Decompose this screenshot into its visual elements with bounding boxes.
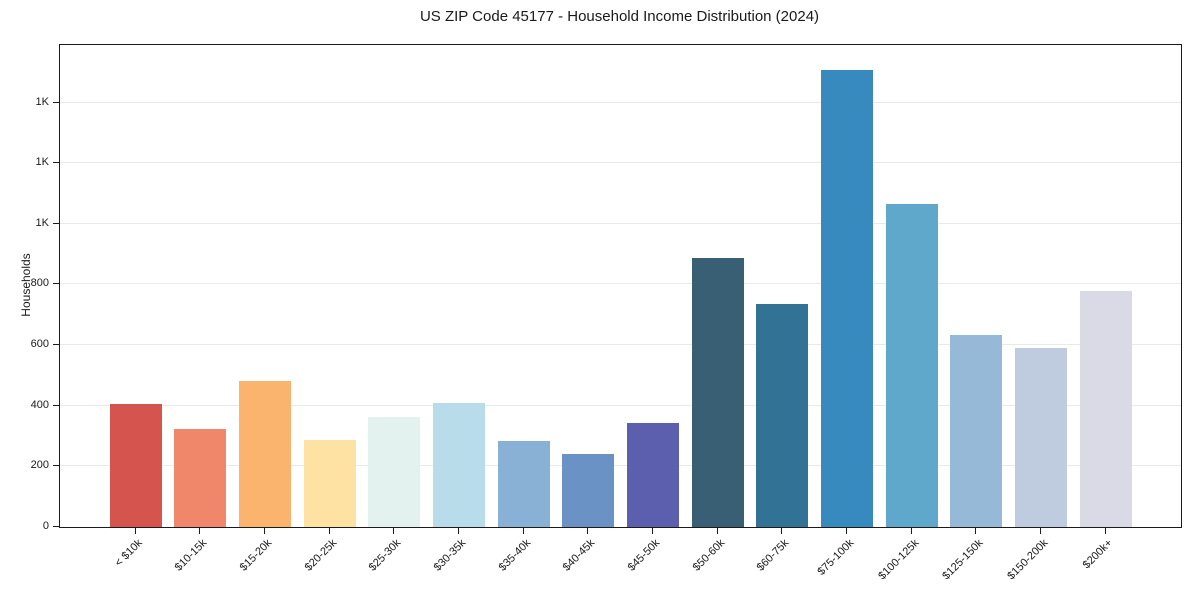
gridline xyxy=(60,162,1181,164)
y-tick-label: 1K xyxy=(35,216,49,229)
y-tick-mark xyxy=(53,465,59,467)
bar xyxy=(238,380,291,527)
gridline xyxy=(60,222,1181,224)
y-tick-mark xyxy=(53,344,59,346)
y-tick-label: 200 xyxy=(30,459,49,472)
bar xyxy=(820,69,873,527)
x-tick-mark xyxy=(1104,527,1106,534)
bar xyxy=(368,417,421,527)
x-tick-label: $75-100k xyxy=(815,537,857,578)
x-tick-mark xyxy=(587,527,589,534)
y-tick-label: 600 xyxy=(30,338,49,351)
gridline xyxy=(60,101,1181,103)
y-tick-mark xyxy=(53,101,59,103)
x-tick-label: $15-20k xyxy=(237,537,275,574)
x-tick-mark xyxy=(522,527,524,534)
x-tick-mark xyxy=(845,527,847,534)
y-tick-mark xyxy=(53,162,59,164)
x-tick-mark xyxy=(457,527,459,534)
x-tick-label: $150-200k xyxy=(1005,537,1051,583)
bar xyxy=(109,404,162,527)
bar xyxy=(432,403,485,527)
gridline xyxy=(60,465,1181,467)
bar xyxy=(1079,291,1132,527)
bar xyxy=(626,423,679,527)
x-tick-mark xyxy=(328,527,330,534)
x-tick-mark xyxy=(975,527,977,534)
gridline xyxy=(60,283,1181,285)
x-tick-label: $10-15k xyxy=(173,537,210,574)
bar xyxy=(303,440,356,527)
bar xyxy=(885,203,938,527)
gridline xyxy=(60,404,1181,406)
bar xyxy=(1014,347,1067,527)
bar xyxy=(497,440,550,527)
x-tick-label: $60-75k xyxy=(755,537,792,574)
x-tick-label: $50-60k xyxy=(690,537,727,574)
gridline xyxy=(60,344,1181,346)
bar xyxy=(562,454,615,527)
y-tick-mark xyxy=(53,404,59,406)
y-tick-label: 0 xyxy=(42,520,49,532)
x-tick-label: $20-25k xyxy=(302,537,339,574)
x-tick-mark xyxy=(134,527,136,534)
y-tick-label: 800 xyxy=(30,277,49,290)
bar xyxy=(756,304,809,527)
bar xyxy=(174,429,227,527)
x-tick-mark xyxy=(910,527,912,534)
x-tick-mark xyxy=(393,527,395,534)
x-tick-label: $25-30k xyxy=(367,537,404,574)
x-tick-label: $35-40k xyxy=(496,537,533,574)
y-tick-label: 1K xyxy=(35,156,49,169)
x-tick-label: $200k+ xyxy=(1080,537,1115,572)
x-tick-label: $45-50k xyxy=(625,537,663,574)
bar xyxy=(691,257,744,527)
bar xyxy=(950,335,1003,527)
y-tick-mark xyxy=(53,222,59,224)
x-tick-mark xyxy=(716,527,718,534)
x-tick-mark xyxy=(199,527,201,534)
y-tick-label: 1K xyxy=(35,95,49,108)
x-tick-label: $40-45k xyxy=(561,537,598,574)
x-tick-mark xyxy=(651,527,653,534)
y-tick-mark xyxy=(53,526,59,527)
y-tick-label: 400 xyxy=(30,398,49,411)
x-tick-label: $30-35k xyxy=(431,537,469,574)
x-tick-label: $125-150k xyxy=(940,537,986,583)
y-tick-mark xyxy=(53,283,59,285)
x-tick-mark xyxy=(1039,527,1041,534)
x-tick-label: < $10k xyxy=(112,537,145,570)
plot-area xyxy=(59,44,1182,528)
x-tick-mark xyxy=(781,527,783,534)
x-tick-label: $100-125k xyxy=(875,537,921,583)
chart-title: US ZIP Code 45177 - Household Income Dis… xyxy=(419,8,820,25)
x-tick-mark xyxy=(263,527,265,534)
